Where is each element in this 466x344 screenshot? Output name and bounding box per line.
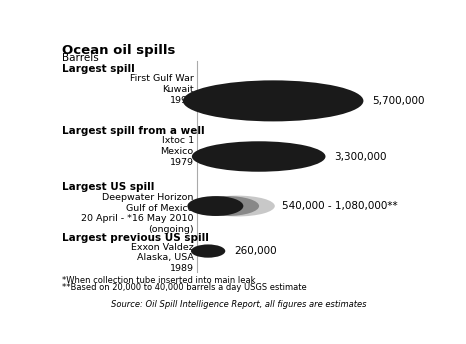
Ellipse shape [195,196,259,216]
Text: Exxon Valdez
Alaska, USA
1989: Exxon Valdez Alaska, USA 1989 [131,243,194,273]
Text: Ixtoc 1
Mexico
1979: Ixtoc 1 Mexico 1979 [161,136,194,166]
Text: 3,300,000: 3,300,000 [335,151,387,161]
Text: Deepwater Horizon
Gulf of Mexico
20 April - *16 May 2010
(ongoing): Deepwater Horizon Gulf of Mexico 20 Apri… [81,193,194,234]
Text: Largest previous US spill: Largest previous US spill [62,233,209,243]
Text: Ocean oil spills: Ocean oil spills [62,44,175,57]
Text: First Gulf War
Kuwait
1991: First Gulf War Kuwait 1991 [130,74,194,105]
Text: Barrels: Barrels [62,53,99,63]
Ellipse shape [183,80,363,121]
Ellipse shape [192,141,326,172]
Ellipse shape [187,196,243,216]
Ellipse shape [191,245,225,258]
Text: Source: Oil Spill Intelligence Report, all figures are estimates: Source: Oil Spill Intelligence Report, a… [111,300,367,309]
Text: 540,000 - 1,080,000**: 540,000 - 1,080,000** [282,201,397,211]
Text: 5,700,000: 5,700,000 [372,96,425,106]
Text: **Based on 20,000 to 40,000 barrels a day USGS estimate: **Based on 20,000 to 40,000 barrels a da… [62,283,307,292]
Text: Largest spill: Largest spill [62,64,135,74]
Ellipse shape [199,196,275,216]
Text: 260,000: 260,000 [234,246,277,256]
Text: *When collection tube inserted into main leak: *When collection tube inserted into main… [62,276,255,285]
Text: Largest spill from a well: Largest spill from a well [62,126,205,136]
Text: Largest US spill: Largest US spill [62,182,154,192]
